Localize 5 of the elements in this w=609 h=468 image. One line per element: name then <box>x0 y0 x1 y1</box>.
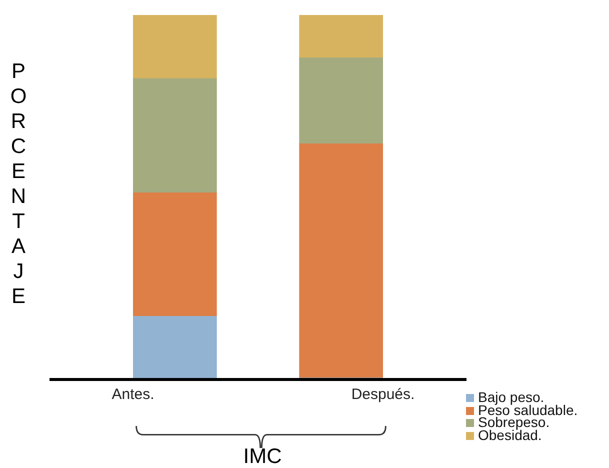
legend-label: Sobrepeso. <box>477 414 550 430</box>
y-axis-title: PORCENTAJE <box>7 60 30 310</box>
x-tick-label: Después. <box>351 386 415 404</box>
x-tick-label: Antes. <box>112 386 154 404</box>
x-axis-title: IMC <box>242 445 283 468</box>
